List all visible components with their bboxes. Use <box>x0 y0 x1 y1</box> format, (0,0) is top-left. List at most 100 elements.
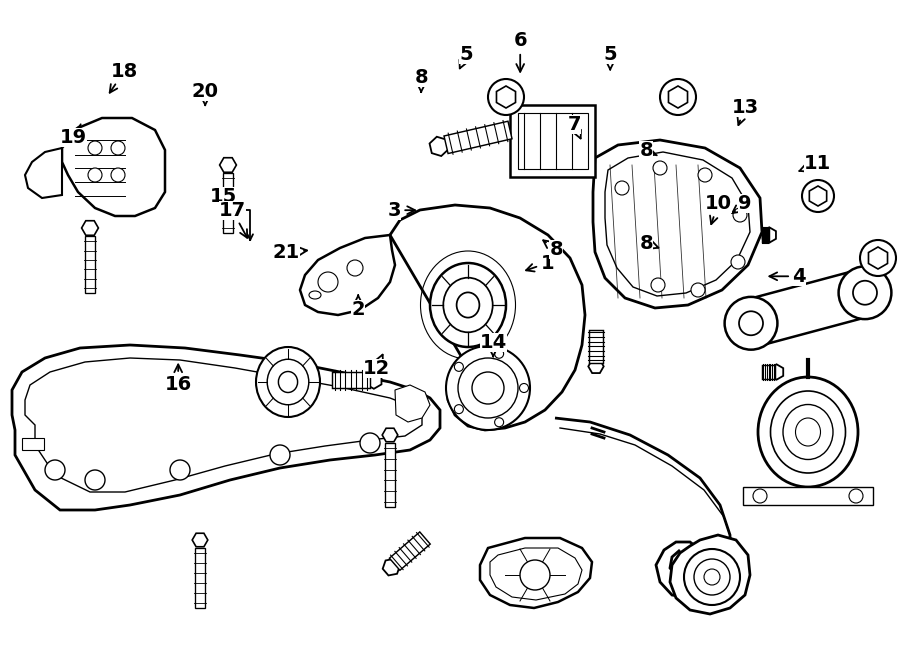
Circle shape <box>347 260 363 276</box>
Ellipse shape <box>839 266 891 319</box>
Circle shape <box>849 489 863 503</box>
Polygon shape <box>669 86 688 108</box>
Polygon shape <box>62 118 165 216</box>
Text: 5: 5 <box>603 45 617 69</box>
Circle shape <box>472 372 504 404</box>
Circle shape <box>520 560 550 590</box>
Text: 12: 12 <box>363 354 390 378</box>
Ellipse shape <box>724 297 778 350</box>
Bar <box>743 487 873 505</box>
Polygon shape <box>395 385 430 422</box>
Ellipse shape <box>278 371 298 393</box>
Bar <box>86 237 94 293</box>
Text: 13: 13 <box>732 98 759 125</box>
Polygon shape <box>809 186 827 206</box>
Bar <box>223 173 233 233</box>
Text: 21: 21 <box>273 243 307 262</box>
Polygon shape <box>82 221 98 235</box>
Circle shape <box>660 79 696 115</box>
Circle shape <box>694 559 730 595</box>
Circle shape <box>495 349 504 358</box>
Polygon shape <box>589 360 604 373</box>
Polygon shape <box>444 121 512 153</box>
Bar <box>22 438 44 450</box>
Circle shape <box>446 346 530 430</box>
Polygon shape <box>193 533 208 547</box>
Polygon shape <box>868 247 887 269</box>
Polygon shape <box>497 86 516 108</box>
Circle shape <box>651 278 665 292</box>
Ellipse shape <box>783 405 833 459</box>
Circle shape <box>691 283 705 297</box>
Text: 7: 7 <box>568 115 581 139</box>
Circle shape <box>360 433 380 453</box>
Text: 1: 1 <box>526 254 554 272</box>
Ellipse shape <box>758 377 858 487</box>
Ellipse shape <box>853 281 877 305</box>
Text: 16: 16 <box>165 364 192 394</box>
Circle shape <box>653 161 667 175</box>
Polygon shape <box>25 148 62 198</box>
Circle shape <box>802 180 834 212</box>
Circle shape <box>45 460 65 480</box>
Circle shape <box>488 79 524 115</box>
Text: 8: 8 <box>544 241 563 259</box>
Ellipse shape <box>444 278 492 332</box>
Polygon shape <box>220 158 237 173</box>
Bar <box>510 105 595 177</box>
Circle shape <box>733 208 747 222</box>
Polygon shape <box>390 532 430 570</box>
Text: 17: 17 <box>219 201 248 238</box>
Polygon shape <box>745 270 871 346</box>
Circle shape <box>88 168 102 182</box>
Polygon shape <box>382 428 398 442</box>
Polygon shape <box>762 227 776 243</box>
Bar <box>195 548 204 608</box>
Polygon shape <box>382 559 400 576</box>
Polygon shape <box>589 330 603 363</box>
Text: 8: 8 <box>639 141 657 160</box>
Circle shape <box>454 405 464 414</box>
Circle shape <box>318 272 338 292</box>
Text: 8: 8 <box>639 234 659 253</box>
Ellipse shape <box>456 292 480 317</box>
Circle shape <box>170 460 190 480</box>
Circle shape <box>615 181 629 195</box>
Text: 4: 4 <box>770 267 806 286</box>
Polygon shape <box>366 371 382 389</box>
Text: 8: 8 <box>414 69 428 92</box>
Polygon shape <box>762 228 769 242</box>
Polygon shape <box>390 205 585 430</box>
Ellipse shape <box>796 418 821 446</box>
Text: 5: 5 <box>459 45 473 69</box>
Circle shape <box>270 445 290 465</box>
Circle shape <box>731 255 745 269</box>
Circle shape <box>684 549 740 605</box>
Circle shape <box>85 470 105 490</box>
Circle shape <box>704 569 720 585</box>
Text: 3: 3 <box>387 201 415 219</box>
Ellipse shape <box>267 359 309 405</box>
Text: 15: 15 <box>210 188 237 206</box>
Ellipse shape <box>770 391 845 473</box>
Polygon shape <box>429 137 448 156</box>
Polygon shape <box>670 535 750 614</box>
Polygon shape <box>332 372 370 388</box>
Ellipse shape <box>739 311 763 335</box>
Text: 14: 14 <box>480 333 507 356</box>
Circle shape <box>860 240 896 276</box>
Text: 11: 11 <box>799 155 831 173</box>
Polygon shape <box>770 364 783 379</box>
Ellipse shape <box>256 347 320 417</box>
Text: 20: 20 <box>192 82 219 105</box>
Circle shape <box>495 418 504 427</box>
Circle shape <box>111 168 125 182</box>
Text: 6: 6 <box>513 32 527 72</box>
Text: 19: 19 <box>60 124 87 147</box>
Circle shape <box>458 358 518 418</box>
Polygon shape <box>480 538 592 608</box>
Circle shape <box>88 141 102 155</box>
Circle shape <box>753 489 767 503</box>
Ellipse shape <box>309 291 321 299</box>
Circle shape <box>698 168 712 182</box>
